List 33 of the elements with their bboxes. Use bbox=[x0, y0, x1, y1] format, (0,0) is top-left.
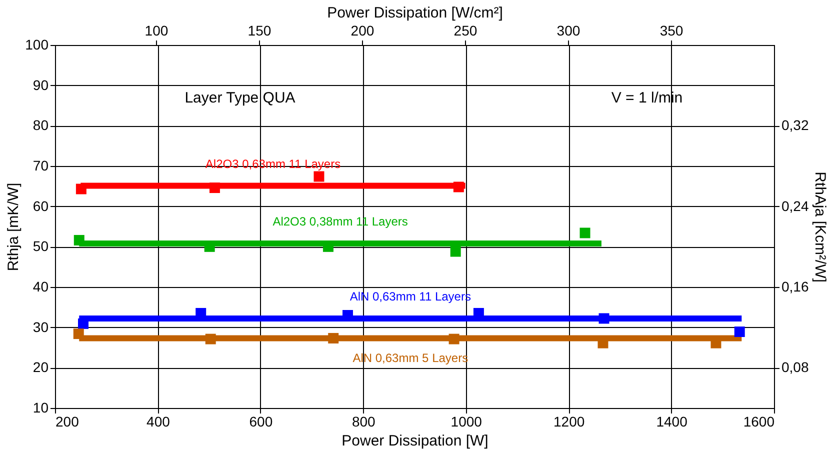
y-tick-label: 70 bbox=[32, 158, 49, 174]
y2-axis-title: RthAja [Kcm²/W] bbox=[812, 172, 829, 282]
y-tick-label: 60 bbox=[32, 198, 49, 214]
x-tick-label: 1600 bbox=[743, 414, 775, 430]
x-axis-title: Power Dissipation [W] bbox=[342, 432, 488, 450]
y2-tick-label: 0,08 bbox=[782, 359, 809, 376]
y-axis-title: Rthja [mK/W] bbox=[5, 182, 22, 272]
x-tick-label: 1400 bbox=[656, 414, 688, 430]
x2-tick-label: 250 bbox=[454, 22, 478, 38]
y-tick-label: 100 bbox=[25, 36, 49, 52]
y-tick-label: 90 bbox=[32, 76, 49, 93]
x-tick-label: 800 bbox=[352, 414, 376, 430]
x2-tick-label: 350 bbox=[660, 22, 684, 38]
y2-tick-label: 0,16 bbox=[782, 278, 809, 294]
x-tick-label: 600 bbox=[249, 414, 273, 430]
y2-tick-label: 0,24 bbox=[782, 198, 809, 214]
y2-tick-label: 0,32 bbox=[782, 117, 809, 134]
y-tick-label: 10 bbox=[32, 400, 49, 416]
y-tick-label: 50 bbox=[32, 238, 49, 254]
x2-tick-label: 100 bbox=[144, 22, 168, 38]
x-tick-label: 400 bbox=[146, 414, 170, 430]
y-tick-label: 30 bbox=[32, 318, 49, 335]
x-tick-label: 1200 bbox=[553, 414, 585, 430]
x2-tick-label: 200 bbox=[350, 22, 374, 38]
x2-axis-title: Power Dissipation [W/cm²] bbox=[327, 4, 503, 22]
x-tick-label: 200 bbox=[56, 414, 80, 430]
x2-tick-label: 150 bbox=[248, 22, 272, 38]
x-tick-label: 1000 bbox=[450, 414, 482, 430]
annotation: Layer Type QUA bbox=[184, 90, 296, 106]
x2-tick-label: 300 bbox=[556, 22, 580, 38]
y-tick-label: 20 bbox=[32, 359, 49, 376]
y-tick-label: 40 bbox=[32, 278, 49, 294]
y-tick-label: 80 bbox=[32, 117, 49, 134]
